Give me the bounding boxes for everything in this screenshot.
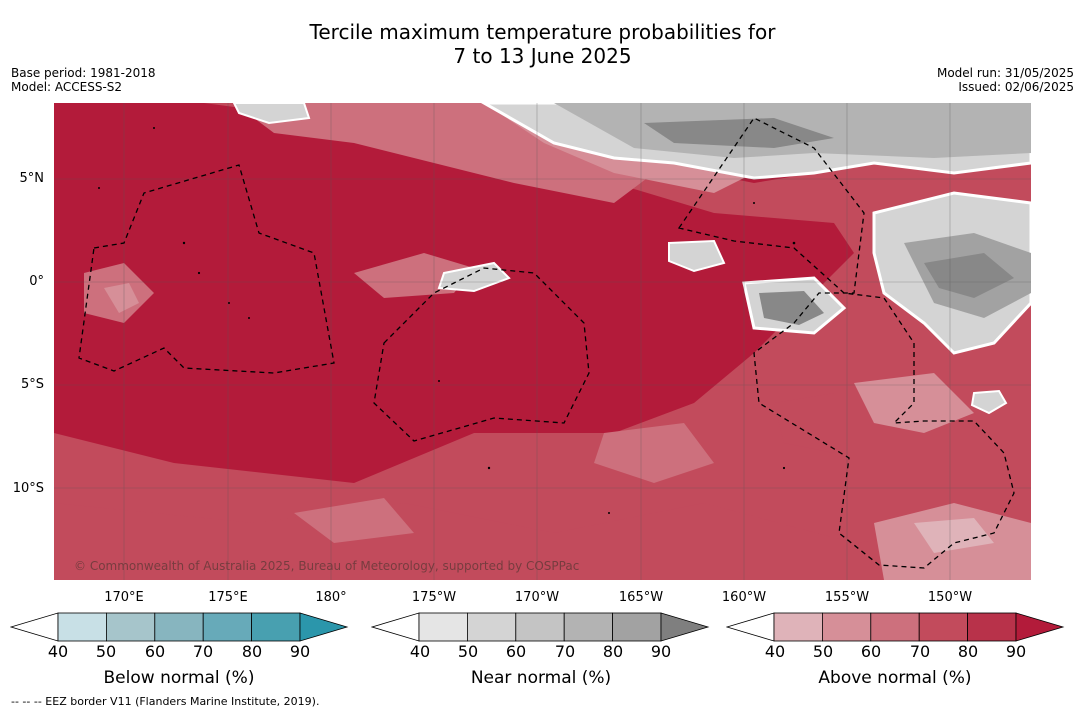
chart-title: Tercile maximum temperature probabilitie… bbox=[0, 20, 1085, 68]
colorbar-above-normal bbox=[726, 612, 1065, 642]
model-name: Model: ACCESS-S2 bbox=[11, 80, 123, 94]
below-tick-40: 40 bbox=[47, 642, 69, 661]
near-tick-90: 90 bbox=[650, 642, 672, 661]
above-normal-swatch-5 bbox=[967, 612, 1017, 642]
eez-borders bbox=[78, 117, 1015, 569]
near-tick-80: 80 bbox=[602, 642, 624, 661]
above-tick-80: 80 bbox=[957, 642, 979, 661]
below-tick-50: 50 bbox=[95, 642, 117, 661]
map-svg: © Commonwealth of Australia 2025, Bureau… bbox=[54, 101, 1033, 580]
near-tick-40: 40 bbox=[409, 642, 431, 661]
near-normal-swatch-1 bbox=[418, 612, 468, 642]
lat-label-5n: 5°N bbox=[19, 171, 45, 186]
lon-label-170w: 170°W bbox=[514, 590, 560, 605]
above-normal-swatch-0 bbox=[726, 612, 775, 642]
near-tick-70: 70 bbox=[554, 642, 576, 661]
copyright-notice: © Commonwealth of Australia 2025, Bureau… bbox=[74, 559, 579, 573]
lat-label-5s: 5°S bbox=[20, 377, 44, 392]
near-normal-swatch-5 bbox=[612, 612, 662, 642]
below-tick-80: 80 bbox=[241, 642, 263, 661]
below-normal-swatch-4 bbox=[202, 612, 252, 642]
lon-label-175e: 175°E bbox=[208, 590, 248, 605]
lon-label-150w: 150°W bbox=[927, 590, 973, 605]
below-normal-swatch-2 bbox=[106, 612, 156, 642]
near-tick-60: 60 bbox=[505, 642, 527, 661]
base-period: Base period: 1981-2018 bbox=[11, 66, 156, 80]
probability-map: © Commonwealth of Australia 2025, Bureau… bbox=[54, 101, 1033, 580]
above-normal-swatch-6 bbox=[1015, 612, 1065, 642]
lon-label-160w: 160°W bbox=[721, 590, 767, 605]
above-tick-60: 60 bbox=[860, 642, 882, 661]
above-normal-swatch-4 bbox=[918, 612, 968, 642]
near-normal-swatch-4 bbox=[563, 612, 613, 642]
lon-label-180: 180° bbox=[315, 590, 347, 605]
title-line-1: Tercile maximum temperature probabilitie… bbox=[309, 20, 776, 44]
meta-right: Model run: 31/05/2025 Issued: 02/06/2025 bbox=[937, 66, 1074, 94]
below-normal-swatch-3 bbox=[154, 612, 204, 642]
graticule bbox=[54, 103, 1031, 580]
below-normal-swatch-5 bbox=[251, 612, 301, 642]
island-dots bbox=[98, 127, 796, 514]
below-tick-70: 70 bbox=[192, 642, 214, 661]
lat-label-0: 0° bbox=[29, 274, 44, 289]
near-normal-swatch-6 bbox=[660, 612, 710, 642]
above-normal-title: Above normal (%) bbox=[818, 668, 972, 688]
below-normal-swatch-6 bbox=[299, 612, 349, 642]
near-normal-swatch-3 bbox=[515, 612, 565, 642]
below-normal-swatch-0 bbox=[10, 612, 59, 642]
above-tick-50: 50 bbox=[812, 642, 834, 661]
lat-label-10s: 10°S bbox=[12, 481, 44, 496]
below-normal-swatch-1 bbox=[57, 612, 107, 642]
below-normal-title: Below normal (%) bbox=[103, 668, 255, 688]
colorbar-below-normal bbox=[10, 612, 349, 642]
near-tick-50: 50 bbox=[457, 642, 479, 661]
eez-legend-note: -- -- -- EEZ border V11 (Flanders Marine… bbox=[11, 695, 320, 708]
title-line-2: 7 to 13 June 2025 bbox=[453, 44, 632, 68]
lon-label-165w: 165°W bbox=[618, 590, 664, 605]
above-normal-swatch-1 bbox=[773, 612, 823, 642]
near-normal-title: Near normal (%) bbox=[470, 668, 612, 688]
above-tick-70: 70 bbox=[909, 642, 931, 661]
near-normal-swatch-0 bbox=[371, 612, 420, 642]
above-normal-swatch-2 bbox=[822, 612, 872, 642]
lon-label-175w: 175°W bbox=[411, 590, 457, 605]
above-tick-40: 40 bbox=[764, 642, 786, 661]
meta-left: Base period: 1981-2018 Model: ACCESS-S2 bbox=[11, 66, 156, 94]
above-tick-90: 90 bbox=[1005, 642, 1027, 661]
below-tick-60: 60 bbox=[144, 642, 166, 661]
model-run: Model run: 31/05/2025 bbox=[936, 66, 1074, 80]
lon-label-170e: 170°E bbox=[104, 590, 144, 605]
near-normal-swatch-2 bbox=[467, 612, 517, 642]
lon-label-155w: 155°W bbox=[824, 590, 870, 605]
below-tick-90: 90 bbox=[289, 642, 311, 661]
issued-date: Issued: 02/06/2025 bbox=[958, 80, 1074, 94]
above-normal-swatch-3 bbox=[870, 612, 920, 642]
colorbar-near-normal bbox=[371, 612, 710, 642]
